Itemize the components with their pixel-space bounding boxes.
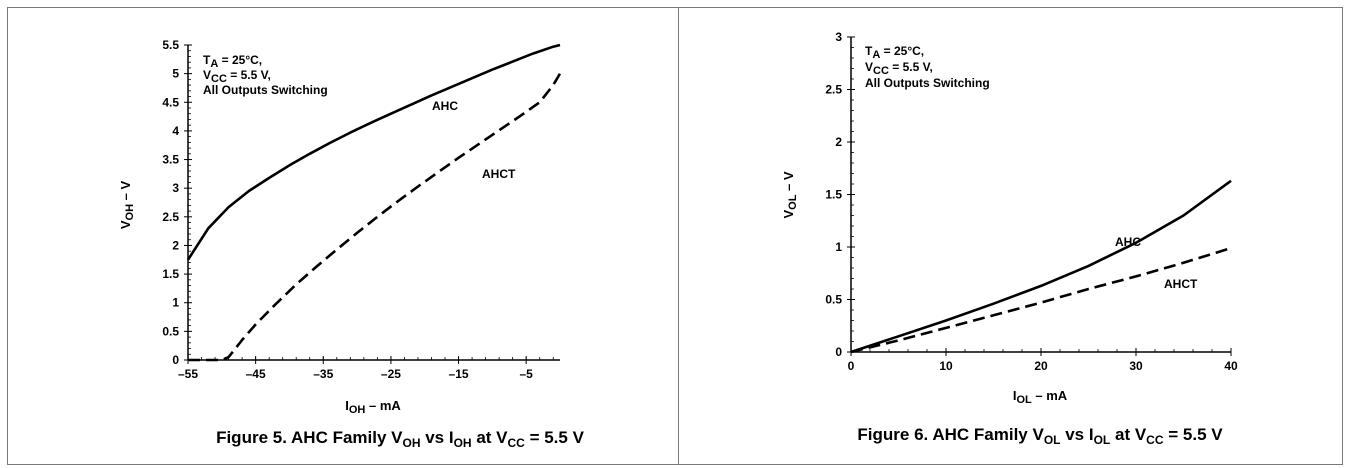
series-line-ahc bbox=[186, 43, 561, 261]
y-tick-label: 4.5 bbox=[162, 95, 179, 109]
condition-line: TA = 25°C, bbox=[865, 44, 924, 61]
condition-line: VCC = 5.5 V, bbox=[865, 60, 933, 77]
condition-line-base: All Outputs Switching bbox=[203, 83, 328, 97]
caption-text: = 5.5 V bbox=[525, 428, 585, 447]
y-axis-label-rest: – V bbox=[118, 181, 133, 204]
condition-line: All Outputs Switching bbox=[203, 83, 328, 97]
y-axis-label: VOL – V bbox=[781, 171, 799, 218]
series-label-ahct: AHCT bbox=[1164, 277, 1198, 291]
x-tick-label: 30 bbox=[1129, 359, 1143, 373]
x-tick-label: 0 bbox=[848, 359, 855, 373]
condition-line-base: V bbox=[203, 68, 211, 82]
caption-subscript: CC bbox=[1146, 433, 1164, 447]
x-axis-label-rest: – mA bbox=[365, 398, 401, 413]
series-line-ahct bbox=[188, 72, 562, 362]
y-tick-label: 1.5 bbox=[162, 267, 179, 281]
condition-line: TA = 25°C, bbox=[203, 53, 262, 70]
condition-line-base: T bbox=[203, 53, 211, 67]
y-tick-label: 0 bbox=[172, 353, 179, 367]
y-tick-label: 5 bbox=[172, 67, 179, 81]
x-tick-label: –55 bbox=[178, 367, 198, 381]
series-label-ahc: AHC bbox=[1115, 235, 1141, 249]
figure-divider bbox=[678, 7, 679, 465]
x-axis-label-sub: OL bbox=[1016, 394, 1032, 406]
series-line-ahct bbox=[850, 246, 1232, 354]
x-tick-label: –45 bbox=[246, 367, 266, 381]
x-axis-label-rest: – mA bbox=[1032, 388, 1068, 403]
condition-line-rest: = 25°C, bbox=[218, 53, 262, 67]
y-tick-label: 2 bbox=[172, 238, 179, 252]
x-tick-label: –25 bbox=[381, 367, 401, 381]
y-tick-label: 2 bbox=[835, 135, 842, 149]
x-axis-label-sub: OH bbox=[349, 404, 366, 416]
x-axis-label: IOL – mA bbox=[1013, 388, 1068, 406]
y-axis-label-sub: OL bbox=[787, 194, 799, 210]
caption-text: vs I bbox=[1061, 425, 1094, 444]
x-tick-label: 40 bbox=[1224, 359, 1238, 373]
y-axis-label: VOH – V bbox=[118, 181, 136, 230]
condition-line-sub: A bbox=[872, 49, 880, 61]
y-tick-label: 2.5 bbox=[162, 210, 179, 224]
y-tick-label: 5.5 bbox=[162, 38, 179, 52]
y-tick-label: 0.5 bbox=[162, 324, 179, 338]
condition-line-sub: A bbox=[210, 58, 218, 70]
y-axis-label-group: VOL – V bbox=[781, 171, 799, 218]
condition-line-rest: = 5.5 V, bbox=[889, 60, 933, 74]
caption-subscript: OL bbox=[1044, 433, 1061, 447]
y-axis-label-group: VOH – V bbox=[118, 181, 136, 230]
x-tick-label: 10 bbox=[939, 359, 953, 373]
figure-frame bbox=[7, 7, 1343, 465]
condition-line-rest: = 5.5 V, bbox=[227, 68, 271, 82]
figure-caption: Figure 6. AHC Family VOL vs IOL at VCC =… bbox=[857, 425, 1223, 447]
y-tick-label: 2.5 bbox=[825, 83, 842, 97]
y-tick-label: 1 bbox=[835, 240, 842, 254]
caption-text: Figure 5. AHC Family V bbox=[216, 428, 403, 447]
condition-line-sub: CC bbox=[211, 73, 227, 85]
caption-text: Figure 6. AHC Family V bbox=[857, 425, 1044, 444]
caption-subscript: OH bbox=[454, 436, 472, 450]
condition-line-base: T bbox=[865, 44, 873, 58]
caption-subscript: OH bbox=[403, 436, 421, 450]
caption-text: vs I bbox=[421, 428, 454, 447]
caption-text: = 5.5 V bbox=[1164, 425, 1224, 444]
y-tick-label: 3.5 bbox=[162, 153, 179, 167]
y-tick-label: 1.5 bbox=[825, 188, 842, 202]
condition-line: VCC = 5.5 V, bbox=[203, 68, 271, 85]
x-tick-label: –15 bbox=[449, 367, 469, 381]
series-label-ahc: AHC bbox=[432, 99, 458, 113]
x-tick-label: 20 bbox=[1034, 359, 1048, 373]
y-axis-label-base: V bbox=[118, 220, 133, 229]
y-tick-label: 1 bbox=[172, 296, 179, 310]
y-tick-label: 0 bbox=[835, 345, 842, 359]
caption-text: at V bbox=[1110, 425, 1147, 444]
condition-line: All Outputs Switching bbox=[865, 76, 990, 90]
condition-line-rest: = 25°C, bbox=[880, 44, 924, 58]
y-tick-label: 4 bbox=[172, 124, 179, 138]
y-axis-label-base: V bbox=[781, 210, 796, 219]
caption-text: at V bbox=[472, 428, 509, 447]
series-label-ahct: AHCT bbox=[482, 167, 516, 181]
condition-line-base: All Outputs Switching bbox=[865, 76, 990, 90]
x-axis-label-base: I bbox=[1013, 388, 1017, 403]
x-axis-label-base: I bbox=[345, 398, 349, 413]
series-line-ahc bbox=[850, 179, 1232, 354]
caption-subscript: OL bbox=[1094, 433, 1111, 447]
caption-subscript: CC bbox=[508, 436, 526, 450]
figure-caption: Figure 5. AHC Family VOH vs IOH at VCC =… bbox=[216, 428, 584, 450]
y-tick-label: 0.5 bbox=[825, 293, 842, 307]
y-axis-label-sub: OH bbox=[124, 204, 136, 221]
y-tick-label: 3 bbox=[835, 30, 842, 44]
x-tick-label: –35 bbox=[313, 367, 333, 381]
condition-line-base: V bbox=[865, 60, 873, 74]
chart-5: 0 0.5 1 1.5 2 2.5 3 3.5 4 4.5 5 5.5 –55 –45 –35 –25 –15 –… bbox=[118, 38, 585, 450]
x-tick-label: –5 bbox=[520, 367, 534, 381]
y-tick-label: 3 bbox=[172, 181, 179, 195]
y-axis-label-rest: – V bbox=[781, 171, 796, 194]
x-axis-label: IOH – mA bbox=[345, 398, 401, 416]
condition-line-sub: CC bbox=[873, 65, 889, 77]
